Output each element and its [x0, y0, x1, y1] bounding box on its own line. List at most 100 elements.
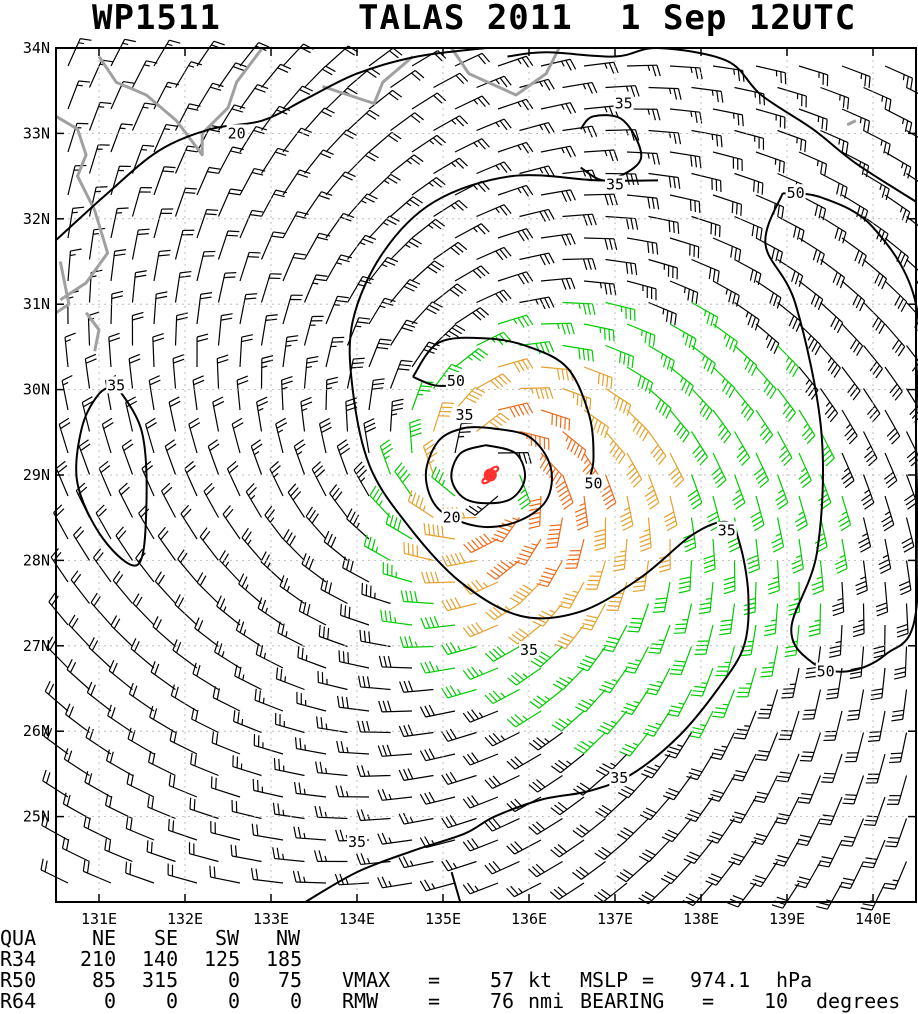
wind-barb — [110, 38, 136, 67]
wind-barb — [753, 452, 770, 489]
wind-barb — [301, 553, 327, 583]
wind-barb — [101, 417, 114, 454]
wind-barb — [476, 161, 512, 175]
wind-barb — [275, 667, 305, 691]
wind-barb — [551, 710, 585, 732]
wind-barb — [323, 530, 348, 561]
wind-barb — [530, 646, 563, 668]
wind-barb — [574, 495, 589, 531]
wind-barb — [519, 252, 555, 266]
wind-barb — [539, 452, 563, 485]
lon-tick-label: 131E — [81, 910, 117, 928]
lat-tick-label: 32N — [23, 210, 50, 228]
wind-barb — [476, 118, 512, 132]
wind-barb — [648, 624, 671, 654]
wind-barb — [382, 562, 413, 583]
wind-barb — [210, 776, 241, 798]
wind-barb — [419, 704, 456, 718]
wind-barb — [734, 258, 762, 286]
wind-barb — [108, 332, 121, 368]
wind-barb — [583, 323, 615, 342]
wind-barb — [231, 800, 262, 820]
wind-barb — [485, 602, 520, 621]
wind-barb — [605, 387, 632, 416]
wind-barb — [110, 615, 133, 647]
wind-barb — [454, 307, 490, 325]
wind-barb — [389, 359, 413, 389]
wind-barb — [841, 409, 858, 445]
wind-barb — [550, 796, 585, 816]
wind-barb — [403, 542, 434, 562]
wind-barb — [798, 452, 812, 489]
wind-barb — [281, 375, 293, 411]
wind-barb — [694, 624, 714, 655]
wind-barb — [196, 292, 213, 325]
wind-barb — [389, 319, 418, 346]
r50-se: 315 — [142, 968, 179, 992]
header-qua: QUA — [0, 926, 37, 950]
wind-barb — [217, 313, 233, 346]
wind-barb — [728, 839, 757, 866]
wind-barb — [390, 237, 422, 260]
wind-barb — [260, 551, 284, 583]
contour-line — [507, 46, 917, 203]
wind-barb — [394, 462, 413, 497]
wind-barb — [626, 452, 643, 488]
wind-barb — [719, 603, 736, 636]
wind-barb — [110, 207, 129, 239]
wind-barb — [294, 737, 327, 755]
wind-barb — [147, 795, 176, 820]
wind-barb — [623, 646, 650, 674]
wind-barb — [536, 560, 564, 588]
wind-barb — [617, 818, 649, 841]
contour-label: 50 — [584, 475, 602, 493]
wind-barb — [540, 233, 576, 246]
wind-barb — [188, 842, 219, 863]
wind-barb — [904, 474, 918, 510]
wind-barb — [462, 666, 499, 680]
wind-barb — [275, 712, 305, 734]
wind-barb — [743, 581, 757, 616]
wind-barb — [211, 731, 241, 755]
header-sw: SW — [215, 926, 240, 950]
wind-barb — [174, 187, 197, 217]
mslp-label: MSLP — [580, 968, 629, 992]
wind-barb — [149, 706, 176, 734]
contour-labels: 20 35 35 50 50 35 50 20 35 35 35 50 35 35 — [106, 94, 836, 851]
lat-tick-label: 34N — [23, 39, 50, 57]
header-nw: NW — [276, 926, 301, 950]
wind-barb — [841, 452, 855, 489]
wind-barb — [898, 560, 912, 596]
mslp-unit: hPa — [776, 968, 813, 992]
wind-barb — [863, 302, 886, 334]
wind-barb — [441, 859, 477, 872]
wind-barb — [369, 485, 391, 518]
contour-label: 50 — [787, 184, 805, 202]
wind-barb — [125, 861, 155, 884]
wind-barb — [669, 646, 693, 676]
wind-barb — [528, 732, 563, 751]
contour-label: 35 — [520, 641, 538, 659]
wind-barb — [691, 86, 724, 103]
wind-barb — [771, 517, 785, 553]
wind-barb — [486, 560, 520, 580]
wind-barb — [378, 700, 413, 713]
wind-barb — [154, 571, 176, 604]
wind-barb — [287, 483, 306, 518]
wind-barb — [174, 103, 201, 131]
wind-barb — [390, 154, 424, 174]
wind-barb — [497, 228, 534, 242]
wind-barb — [144, 417, 157, 454]
wind-barb — [819, 796, 843, 826]
wind-barb — [196, 209, 219, 239]
wind-barb — [751, 818, 779, 846]
wind-barb — [441, 597, 477, 612]
bearing-value: 10 — [764, 989, 789, 1013]
wind-barb — [368, 378, 385, 411]
wind-barb — [620, 689, 650, 716]
wind-barb — [747, 538, 760, 574]
wind-barb — [884, 280, 908, 313]
wind-barb — [92, 548, 112, 583]
wind-barb — [148, 375, 161, 411]
wind-barb — [572, 861, 606, 880]
